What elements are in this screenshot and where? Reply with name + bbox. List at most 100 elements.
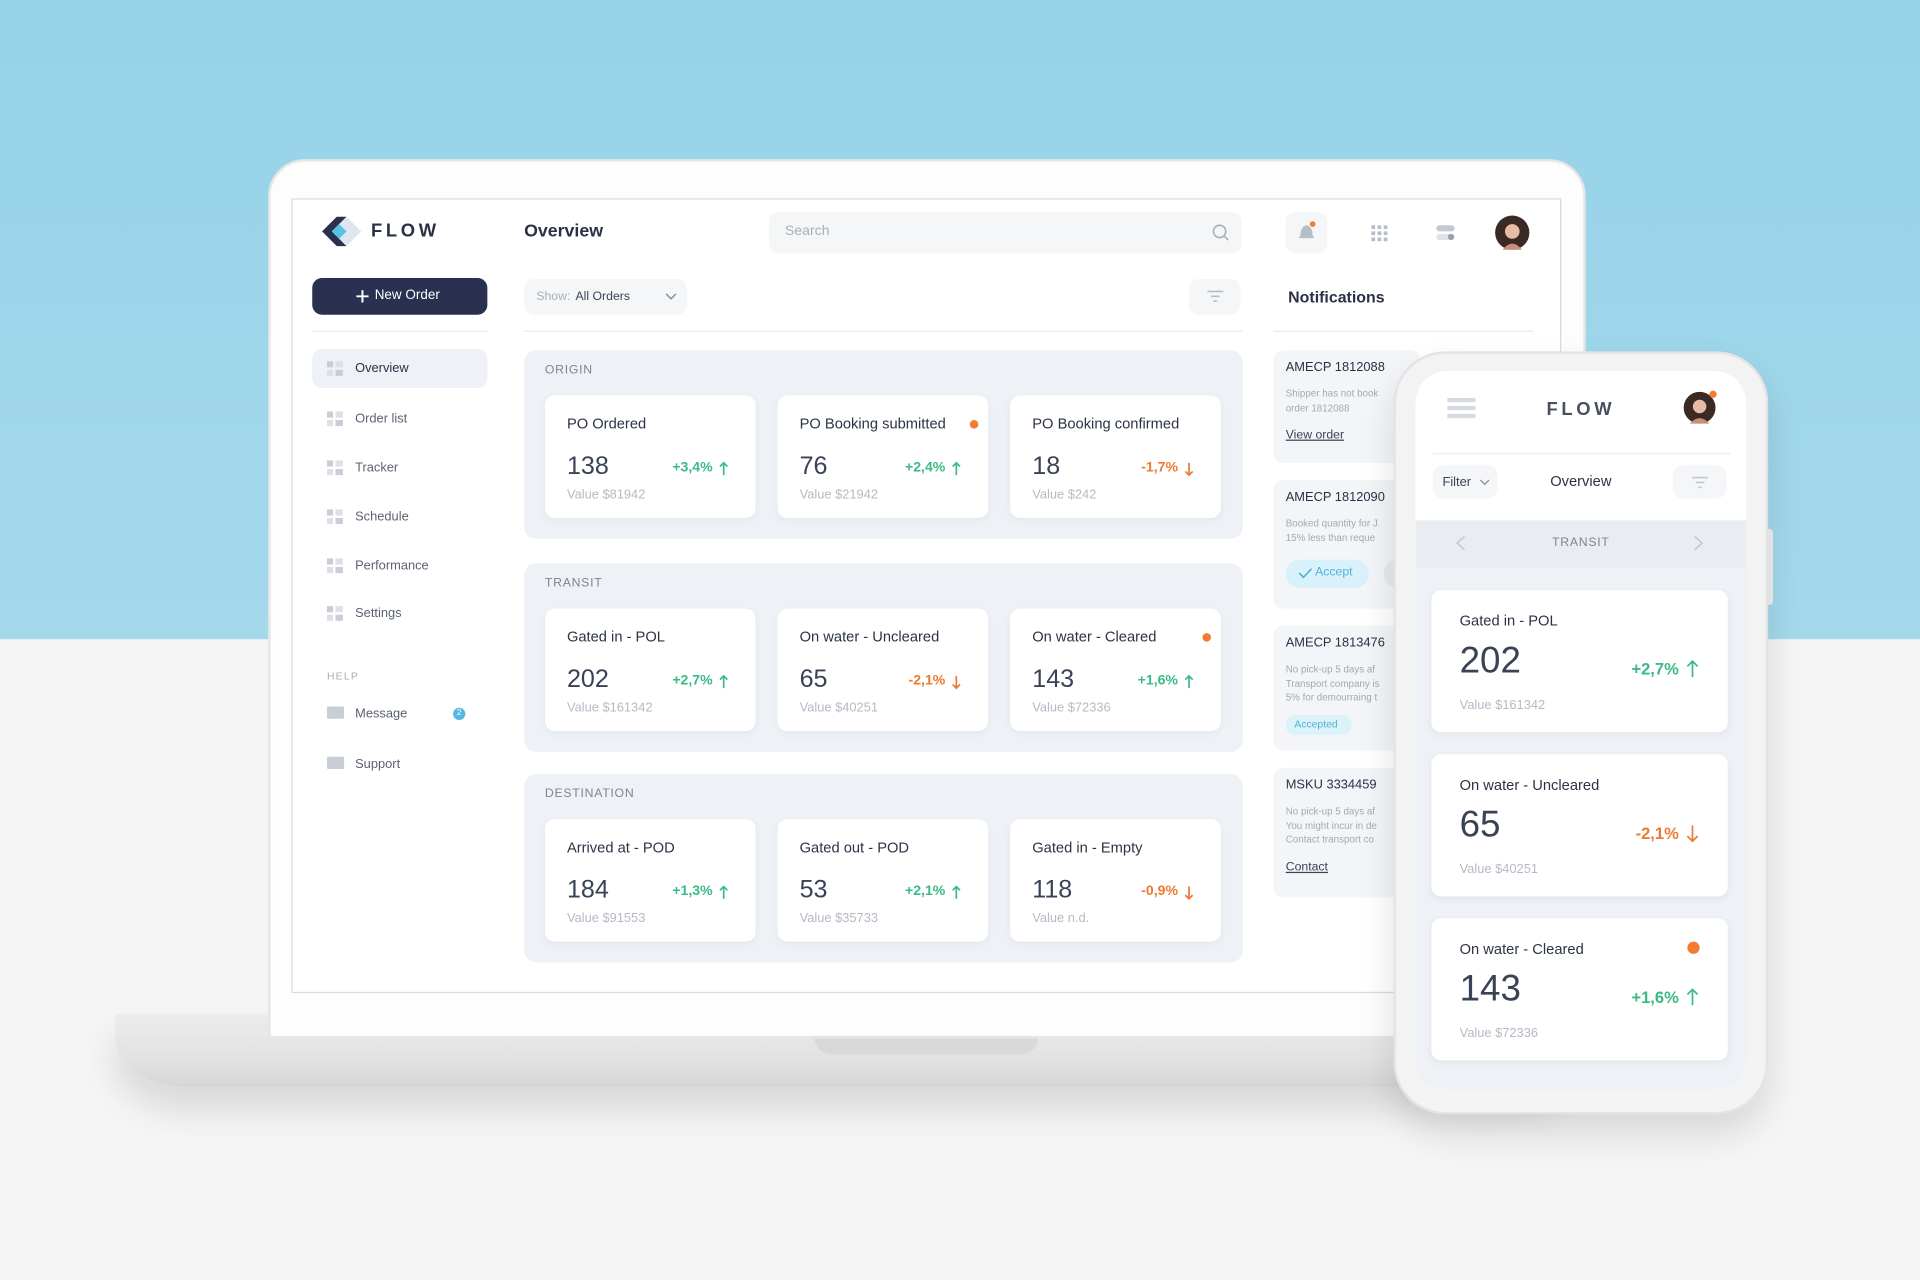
new-order-button[interactable] xyxy=(312,277,488,315)
card-change: -1,7% xyxy=(1141,460,1178,476)
nav-item[interactable]: Tracker xyxy=(355,460,399,475)
chevron xyxy=(665,293,677,300)
phone-card[interactable] xyxy=(1431,754,1728,897)
nav-item[interactable]: Performance xyxy=(355,557,429,573)
phone-card[interactable] xyxy=(1431,918,1728,1061)
phone-title: Overview xyxy=(1550,472,1612,490)
check-icon xyxy=(1298,568,1313,579)
nav-item[interactable]: Overview xyxy=(355,360,409,376)
show-filter[interactable] xyxy=(524,279,687,315)
notifications-title: Notifications xyxy=(1288,287,1385,307)
alert-dot xyxy=(969,420,979,429)
stat-card[interactable] xyxy=(544,819,756,942)
card-title: Arrived at - POD xyxy=(566,838,675,856)
card-change: +2,7% xyxy=(1631,659,1679,679)
notification-text: Booked quantity for J xyxy=(1285,518,1378,530)
stat-card[interactable] xyxy=(1010,608,1221,732)
stat-card[interactable] xyxy=(777,395,989,518)
card-change: +2,1% xyxy=(904,884,946,899)
stat-card[interactable] xyxy=(544,395,756,518)
notification-text: order 1812088 xyxy=(1285,402,1350,414)
avatar xyxy=(1495,215,1530,250)
notification-text: You might incur in de xyxy=(1285,820,1377,832)
divider xyxy=(1273,330,1534,332)
change-arrow xyxy=(1184,886,1194,900)
hamburger-icon xyxy=(1447,397,1476,419)
nav-icon xyxy=(326,509,343,525)
card-count: 184 xyxy=(566,875,609,904)
change-arrow xyxy=(952,461,961,476)
nav-item[interactable]: Order list xyxy=(355,411,408,426)
phone-section-bar xyxy=(1415,520,1747,569)
notification-id: AMECP 1812090 xyxy=(1285,489,1385,505)
card-value: Value $21942 xyxy=(799,486,879,502)
notification-link[interactable]: View order xyxy=(1285,428,1345,443)
card-change: -2,1% xyxy=(908,673,946,689)
card-title: On water - Cleared xyxy=(1032,627,1157,646)
phone-avatar xyxy=(1683,390,1717,424)
stat-card[interactable] xyxy=(1010,819,1221,942)
notification-link[interactable]: Contact xyxy=(1285,860,1328,874)
filter-value: All Orders xyxy=(575,290,630,304)
card-count: 202 xyxy=(566,664,609,693)
card-title: Gated in - POL xyxy=(1459,612,1558,630)
nav-item[interactable]: Settings xyxy=(355,605,402,621)
alert-dot xyxy=(1687,941,1700,954)
card-change: -2,1% xyxy=(1635,823,1679,843)
filter-icon xyxy=(1207,290,1224,303)
card-title: Gated in - Empty xyxy=(1032,838,1143,856)
change-arrow xyxy=(1686,659,1699,677)
change-arrow xyxy=(1184,674,1194,689)
section-label: DESTINATION xyxy=(544,787,635,801)
card-value: Value $72336 xyxy=(1032,700,1111,715)
card-title: Gated in - POL xyxy=(566,627,665,646)
notification-text: No pick-up 5 days af xyxy=(1285,805,1376,817)
card-count: 202 xyxy=(1459,640,1521,681)
card-value: Value $161342 xyxy=(566,700,653,715)
card-value: Value $161342 xyxy=(1459,697,1546,713)
card-title: PO Ordered xyxy=(566,414,647,432)
filter-prefix: Show: xyxy=(536,290,571,304)
message-badge: 2 xyxy=(453,707,466,721)
divider xyxy=(1432,453,1731,455)
stat-card[interactable] xyxy=(544,608,756,732)
card-change: +1,6% xyxy=(1631,988,1679,1007)
search-box[interactable] xyxy=(768,211,1242,254)
filter-icon xyxy=(1692,476,1709,489)
card-value: Value $81942 xyxy=(566,486,646,502)
stat-card[interactable] xyxy=(1010,395,1221,518)
change-arrow xyxy=(1686,987,1699,1005)
card-count: 76 xyxy=(799,451,828,480)
notification-text: Transport company is xyxy=(1285,677,1380,690)
card-value: Value $91553 xyxy=(566,910,646,926)
notification-text: No pick-up 5 days af xyxy=(1285,663,1376,675)
divider xyxy=(524,330,1243,332)
card-value: Value $40251 xyxy=(1459,861,1539,877)
search-placeholder: Search xyxy=(784,224,830,239)
help-icon xyxy=(326,756,345,769)
bell-icon xyxy=(1299,221,1316,239)
section-label: TRANSIT xyxy=(544,576,603,591)
plus-icon xyxy=(356,290,369,303)
phone-card[interactable] xyxy=(1431,590,1728,733)
stat-card[interactable] xyxy=(777,608,989,732)
change-arrow xyxy=(1686,824,1699,842)
nav-icon xyxy=(326,361,343,376)
card-change: +3,4% xyxy=(672,460,713,476)
stat-card[interactable] xyxy=(777,819,989,942)
nav-item[interactable]: Schedule xyxy=(355,509,409,524)
new-order-label[interactable]: New Order xyxy=(374,288,440,303)
help-icon xyxy=(326,706,345,719)
prev-icon xyxy=(1455,535,1466,551)
nav-icon xyxy=(326,606,343,621)
card-count: 65 xyxy=(1459,804,1501,845)
card-title: PO Booking submitted xyxy=(799,414,946,432)
nav-active-bg xyxy=(312,348,488,389)
notification-text: Contact transport co xyxy=(1285,834,1374,846)
help-item[interactable]: Support xyxy=(355,756,401,772)
notification-text: 5% for demourraing t xyxy=(1285,692,1378,704)
accept-label[interactable]: Accept xyxy=(1315,565,1353,580)
card-change: +2,4% xyxy=(904,460,946,476)
divider xyxy=(312,330,488,332)
help-item[interactable]: Message xyxy=(355,706,408,721)
